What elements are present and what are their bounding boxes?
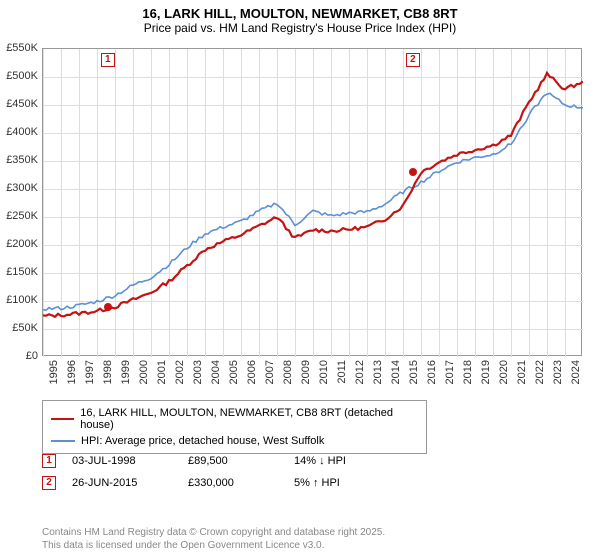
x-axis-label: 2016 [426,360,438,400]
x-axis-label: 2009 [300,360,312,400]
transaction-table: 1 03-JUL-1998 £89,500 14% ↓ HPI 2 26-JUN-2015… [42,450,394,494]
x-axis-label: 1997 [84,360,96,400]
footer: Contains HM Land Registry data © Crown c… [42,526,385,552]
legend-row: HPI: Average price, detached house, West… [51,433,418,449]
y-axis-label: £450K [0,98,38,110]
x-axis-label: 2000 [138,360,150,400]
transaction-hpi: 14% ↓ HPI [294,455,394,467]
x-axis-label: 2018 [462,360,474,400]
legend-swatch [51,418,74,420]
x-axis-label: 2003 [192,360,204,400]
footer-line1: Contains HM Land Registry data © Crown c… [42,526,385,539]
marker-label-box: 2 [406,53,420,67]
x-axis-label: 2010 [318,360,330,400]
x-axis-label: 2017 [444,360,456,400]
y-axis-label: £0 [0,350,38,362]
legend: 16, LARK HILL, MOULTON, NEWMARKET, CB8 8… [42,400,427,454]
y-axis-label: £300K [0,182,38,194]
x-axis-label: 2005 [228,360,240,400]
marker-point [104,303,112,311]
y-axis-label: £400K [0,126,38,138]
y-axis-label: £350K [0,154,38,166]
x-axis-label: 2024 [570,360,582,400]
transaction-price: £89,500 [188,455,278,467]
x-axis-label: 2022 [534,360,546,400]
x-axis-label: 1999 [120,360,132,400]
chart-area: 12 £0£50K£100K£150K£200K£250K£300K£350K£… [42,48,582,356]
x-axis-label: 2023 [552,360,564,400]
x-axis-label: 2015 [408,360,420,400]
x-axis-label: 2004 [210,360,222,400]
legend-row: 16, LARK HILL, MOULTON, NEWMARKET, CB8 8… [51,405,418,433]
x-axis-label: 2001 [156,360,168,400]
chart-container: 16, LARK HILL, MOULTON, NEWMARKET, CB8 8… [0,0,600,560]
y-axis-label: £50K [0,322,38,334]
x-axis-label: 1996 [66,360,78,400]
x-axis-label: 2020 [498,360,510,400]
footer-line2: This data is licensed under the Open Gov… [42,539,385,552]
marker-point [409,168,417,176]
transaction-hpi: 5% ↑ HPI [294,477,394,489]
transaction-marker: 2 [42,476,56,490]
transaction-marker: 1 [42,454,56,468]
series-line [43,73,583,317]
x-axis-label: 2006 [246,360,258,400]
chart-lines [43,49,583,357]
x-axis-label: 2019 [480,360,492,400]
plot-region: 12 [42,48,582,356]
legend-swatch [51,440,75,442]
y-axis-label: £500K [0,70,38,82]
x-axis-label: 1998 [102,360,114,400]
y-axis-label: £250K [0,210,38,222]
y-axis-label: £100K [0,294,38,306]
transaction-date: 26-JUN-2015 [72,477,172,489]
x-axis-label: 2007 [264,360,276,400]
series-line [43,93,583,310]
legend-label: 16, LARK HILL, MOULTON, NEWMARKET, CB8 8… [80,407,418,431]
y-axis-label: £550K [0,42,38,54]
y-axis-label: £150K [0,266,38,278]
x-axis-label: 1995 [48,360,60,400]
chart-title: 16, LARK HILL, MOULTON, NEWMARKET, CB8 8… [0,0,600,21]
transaction-row: 1 03-JUL-1998 £89,500 14% ↓ HPI [42,450,394,472]
transaction-date: 03-JUL-1998 [72,455,172,467]
x-axis-label: 2011 [336,360,348,400]
x-axis-label: 2002 [174,360,186,400]
x-axis-label: 2008 [282,360,294,400]
x-axis-label: 2012 [354,360,366,400]
y-axis-label: £200K [0,238,38,250]
x-axis-label: 2014 [390,360,402,400]
x-axis-label: 2013 [372,360,384,400]
legend-label: HPI: Average price, detached house, West… [81,435,324,447]
marker-label-box: 1 [101,53,115,67]
transaction-row: 2 26-JUN-2015 £330,000 5% ↑ HPI [42,472,394,494]
transaction-price: £330,000 [188,477,278,489]
x-axis-label: 2021 [516,360,528,400]
chart-subtitle: Price paid vs. HM Land Registry's House … [0,21,600,39]
